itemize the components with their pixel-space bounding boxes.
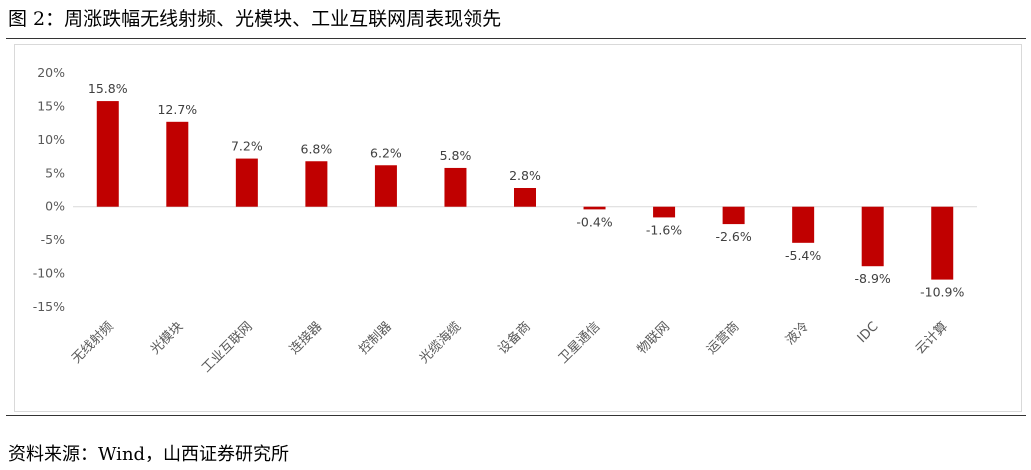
data-label: -1.6% xyxy=(646,222,682,237)
bar xyxy=(861,206,884,267)
bar xyxy=(235,158,258,207)
bar xyxy=(722,206,745,225)
data-label: 2.8% xyxy=(509,168,541,183)
source-note: 资料来源：Wind，山西证券研究所 xyxy=(8,444,290,465)
category-label: 液冷 xyxy=(783,319,812,348)
y-tick-label: 0% xyxy=(45,199,65,214)
category-label: 运营商 xyxy=(704,319,742,357)
data-label: 5.8% xyxy=(440,148,472,163)
y-tick-label: 20% xyxy=(37,65,65,80)
bar xyxy=(374,165,397,207)
category-label: 控制器 xyxy=(357,319,395,357)
data-label: -10.9% xyxy=(920,285,964,300)
data-labels-group: 15.8% 12.7% 7.2% 6.8% 6.2% 5.8% 2.8% -0.4% -1.6%… xyxy=(88,81,965,300)
y-axis-ticks: 20% 15% 10% 5% 0% -5% -10% -15% xyxy=(33,65,65,314)
category-label: 物联网 xyxy=(635,319,673,357)
bar xyxy=(96,101,119,207)
bars-group xyxy=(96,101,954,280)
bar xyxy=(305,161,328,207)
category-label: 连接器 xyxy=(286,319,325,358)
data-label: 6.2% xyxy=(370,145,402,160)
category-labels-group: 无线射频 光模块 工业互联网 连接器 控制器 光缆海缆 设备商 卫星通信 物联网 运营商 液冷 IDC… xyxy=(69,319,952,376)
bar xyxy=(792,206,815,243)
data-label: -0.4% xyxy=(576,214,612,229)
data-label: -8.9% xyxy=(855,271,891,286)
category-label: 云计算 xyxy=(913,319,951,357)
category-label: 光模块 xyxy=(148,319,186,357)
bar xyxy=(653,206,676,218)
y-tick-label: 10% xyxy=(37,132,65,147)
bar xyxy=(166,121,189,207)
bar xyxy=(514,187,536,207)
y-tick-label: 5% xyxy=(45,165,65,180)
y-tick-label: 15% xyxy=(37,98,65,113)
category-label: 工业互联网 xyxy=(199,319,256,376)
figure-title: 图 2：周涨跌幅无线射频、光模块、工业互联网周表现领先 xyxy=(8,8,502,30)
data-label: -2.6% xyxy=(715,229,751,244)
data-label: 12.7% xyxy=(157,102,197,117)
y-tick-label: -10% xyxy=(33,266,65,281)
category-label: 卫星通信 xyxy=(556,319,603,366)
data-label: -5.4% xyxy=(785,248,821,263)
category-label: IDC xyxy=(855,319,882,346)
bar xyxy=(931,206,954,280)
data-label: 15.8% xyxy=(88,81,128,96)
category-label: 光缆海缆 xyxy=(416,319,464,367)
bar xyxy=(444,167,467,207)
chart-frame: 20% 15% 10% 5% 0% -5% -10% -15% 15.8% 12.7% 7.2% 6… xyxy=(14,44,1022,412)
data-label: 6.8% xyxy=(301,141,333,156)
y-tick-label: -5% xyxy=(41,232,65,247)
bar xyxy=(583,206,606,210)
data-label: 7.2% xyxy=(231,139,263,154)
category-label: 设备商 xyxy=(495,319,534,358)
source-divider xyxy=(6,415,1026,416)
category-label: 无线射频 xyxy=(69,319,117,367)
bar-chart: 20% 15% 10% 5% 0% -5% -10% -15% 15.8% 12.7% 7.2% 6… xyxy=(33,65,977,376)
title-divider xyxy=(6,38,1026,39)
y-tick-label: -15% xyxy=(33,299,65,314)
